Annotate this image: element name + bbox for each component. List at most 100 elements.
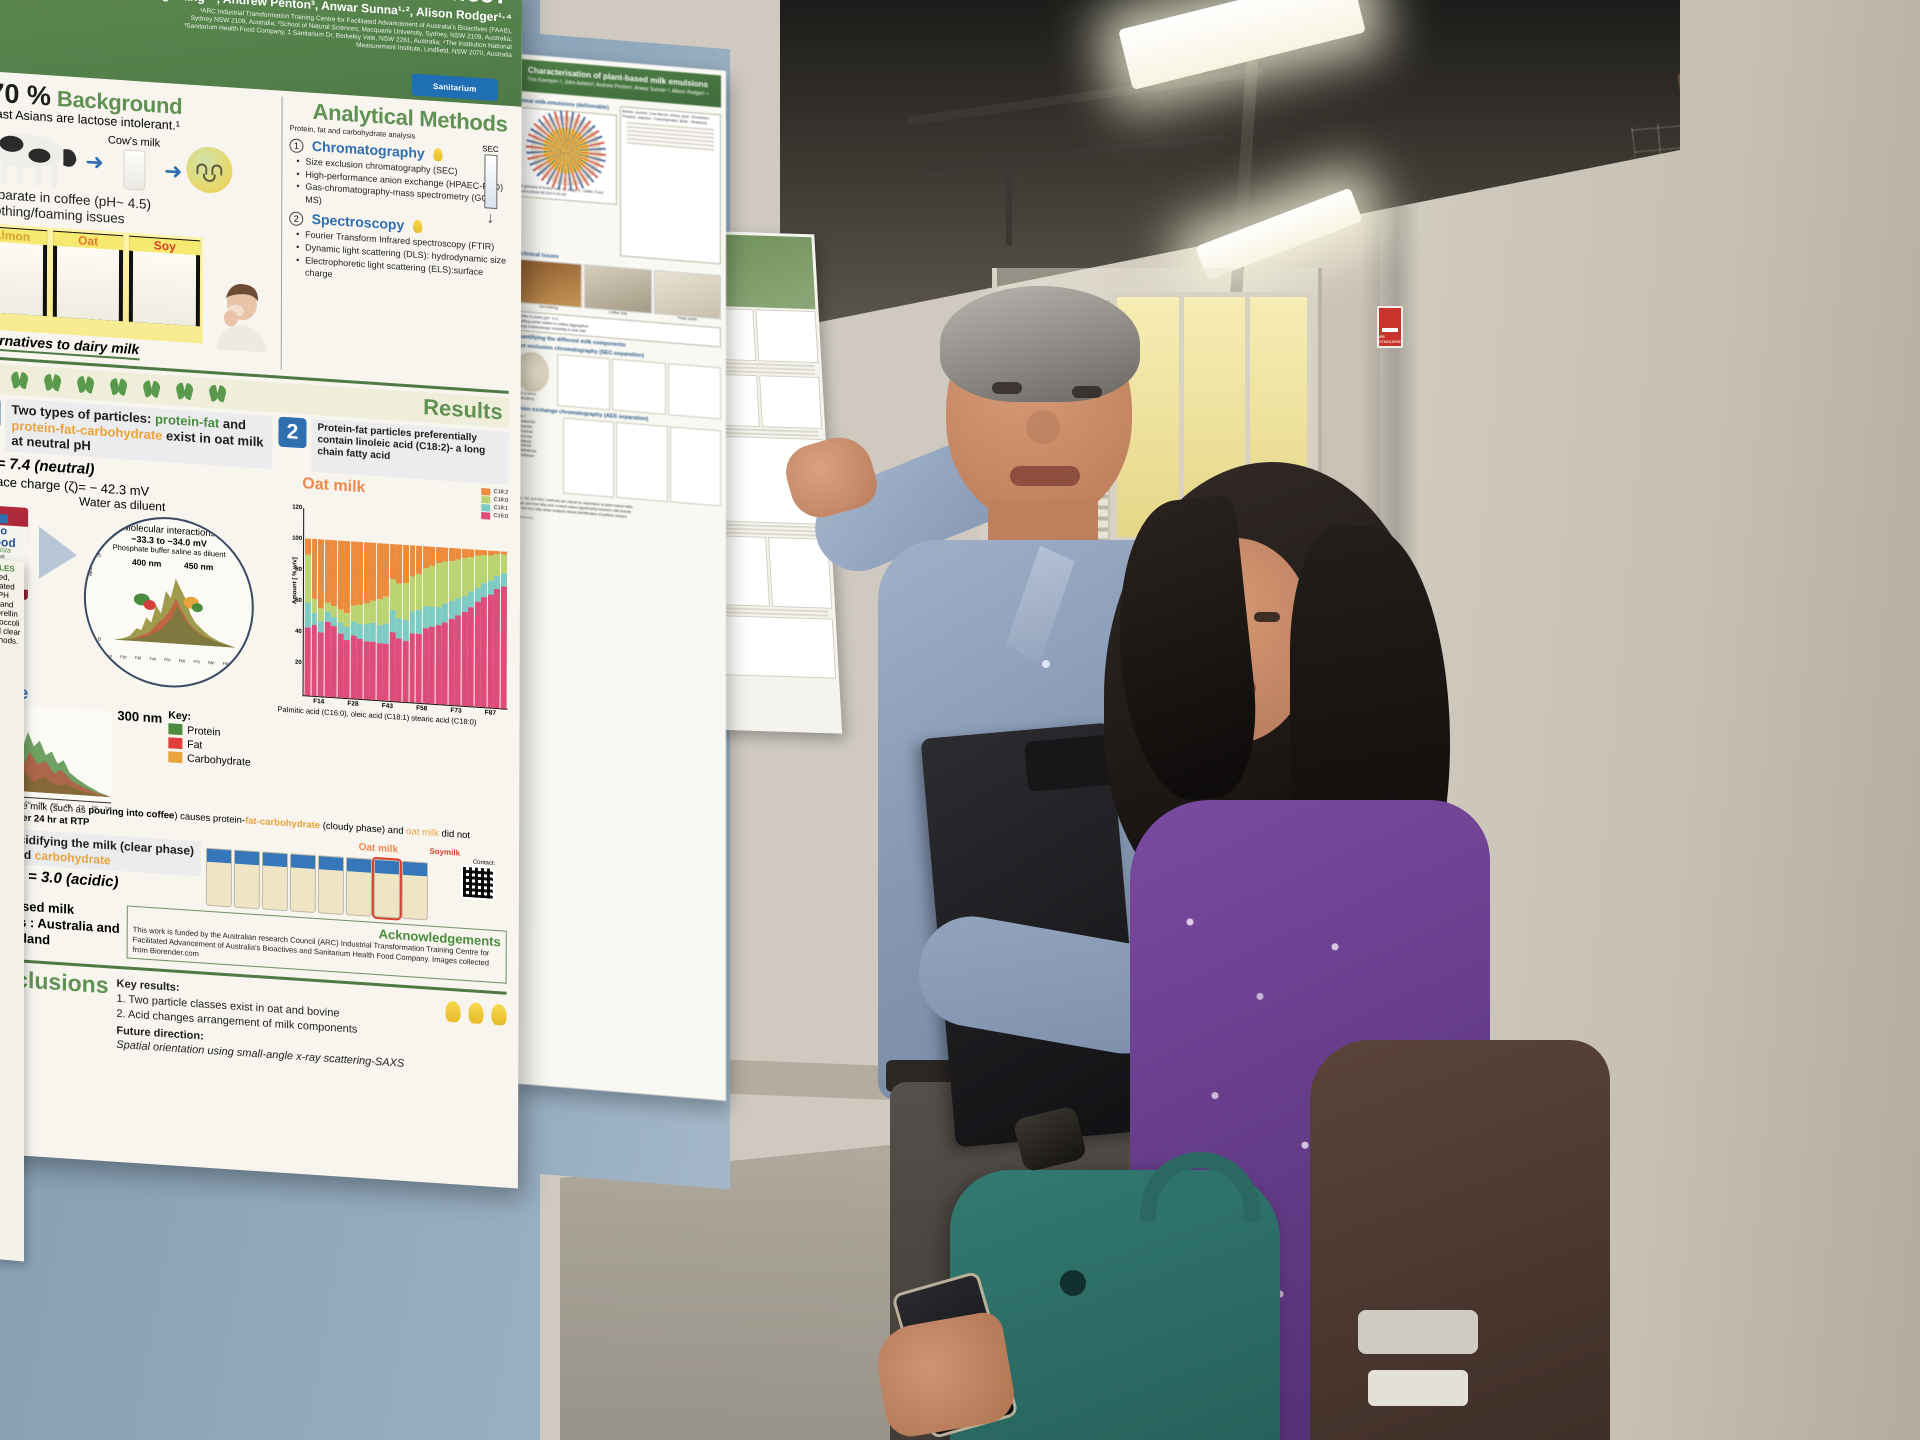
oat-bar-segment: [311, 538, 318, 599]
oat-bar: [317, 509, 325, 697]
oat-bar-segment: [435, 625, 442, 705]
coffee-photo: [515, 258, 583, 309]
arrow-right-icon: ➜: [85, 148, 104, 175]
contact-block[interactable]: Contact:: [460, 859, 507, 926]
oat-bar-segment: [304, 602, 311, 629]
oat-bar-segment: [416, 545, 423, 575]
oat-bar: [402, 515, 410, 702]
oat-bar-segment: [376, 543, 383, 600]
milk-glass-icon: [122, 149, 145, 191]
oat-bar-segment: [442, 603, 449, 624]
almond-glass: Almon: [0, 225, 47, 317]
oat-bar: [369, 512, 377, 700]
poster-main[interactable]: plant-based milk coffee? ng Wang¹·², And…: [0, 0, 523, 1189]
xtick-f73: F73: [450, 706, 462, 715]
oat-bar-segment: [370, 542, 377, 602]
f3-p4: (cloudy phase) and: [320, 820, 407, 837]
oat-bar-segment: [500, 573, 507, 587]
poster-far-cell: [755, 309, 819, 364]
key-label-fat: Fat: [187, 738, 203, 752]
oat-bar-segment: [305, 538, 312, 555]
oat-bar-segment: [343, 613, 350, 628]
almond-label: Almon: [0, 226, 47, 246]
woman-right-eye: [1254, 612, 1280, 622]
key-swatch-carb: [168, 751, 183, 764]
oat-bar-segment: [317, 631, 324, 697]
oat-bar-segment: [357, 623, 364, 640]
method-number-1: 1: [289, 138, 304, 153]
bovine-size-label: 300 nm: [117, 707, 163, 726]
qr-code-icon[interactable]: [460, 865, 496, 902]
finding-2-claim: Protein-fat particles preferentially con…: [311, 418, 509, 485]
oat-bar-segment: [356, 638, 363, 699]
oat-bar: [382, 513, 390, 701]
oat-bar: [415, 515, 423, 703]
poster2-globule-box: Fat globules of bovine milk: H. Singh, S…: [515, 106, 617, 205]
oat-bar-segment: [481, 554, 488, 584]
oat-bar-segment: [461, 558, 468, 597]
oat-bar-segment: [474, 587, 481, 602]
xtick-f87: F87: [484, 708, 496, 717]
xtick: F90: [105, 805, 112, 811]
oat-bar: [363, 512, 370, 700]
sprinkler-drop: [1006, 172, 1012, 246]
oat-bar-segment: [409, 633, 416, 703]
oat-bar-segment: [396, 618, 403, 639]
leaf-icon: [144, 381, 160, 400]
xtick: F58: [51, 802, 58, 807]
oat-bar: [350, 511, 357, 699]
ytick-60: 60: [295, 597, 302, 604]
oat-bar-segment: [402, 544, 410, 583]
oat-bar-segment: [429, 546, 436, 566]
poster-middle[interactable]: Characterisation of plant-based milk emu…: [510, 53, 726, 1101]
oat-bar-segment: [311, 598, 318, 613]
vial: [401, 861, 429, 921]
oat-bar-segment: [480, 597, 488, 708]
oat-bar-segment: [409, 545, 416, 578]
circle-ytick-bottom: 0.0: [93, 636, 101, 643]
poster2-milks-caption: Milks (Carrez clarification): [515, 390, 537, 402]
oat-bar-segment: [363, 623, 370, 642]
oat-bar: [461, 518, 468, 706]
poster-edge-left[interactable]: FILES ated, reated HPH ly and uerellin b…: [0, 558, 24, 1262]
chart-key: Key: Protein Fat Carbohydr: [168, 693, 251, 768]
xtick: F40: [149, 656, 156, 662]
xtick: F74: [78, 804, 85, 809]
poster2-emulsion-box: Bovine, porcine, Cow flavour, sheep, goa…: [619, 106, 721, 265]
oat-glass: Oat: [52, 230, 124, 322]
oat-bar-segment: [422, 568, 429, 607]
oat-bar-segment: [317, 608, 324, 622]
oat-milk-legend: C18:2 C18:0 C18:1 C16:0: [481, 487, 509, 521]
oat-bar: [304, 508, 312, 696]
sec-diagram-label: SEC: [482, 144, 499, 155]
oat-bar-segment: [428, 565, 436, 607]
oat-bar-segment: [435, 606, 442, 626]
oat-bar-segment: [389, 609, 396, 633]
oat-bar-segment: [428, 606, 435, 627]
oat-bar-segment: [455, 559, 462, 599]
oat-bar-segment: [389, 544, 396, 579]
legend-swatch-c160: [481, 511, 491, 520]
oat-bar-segment: [304, 554, 311, 603]
xtick: F82: [91, 804, 98, 810]
oat-bar-segment: [494, 554, 501, 577]
oat-bar: [467, 519, 475, 707]
leaf-icon: [111, 379, 127, 398]
oat-bar-segment: [376, 624, 383, 644]
oat-bar-segment: [363, 603, 370, 625]
circle-ytick-top: 2.5: [93, 552, 101, 559]
oat-bar-segment: [468, 557, 475, 592]
oat-bar-segment: [455, 598, 462, 617]
oat-bar-segment: [330, 605, 337, 618]
oat-bar: [500, 521, 507, 709]
xtick-f28: F28: [347, 699, 359, 708]
ytick-100: 100: [292, 535, 303, 542]
oat-bar-segment: [487, 594, 494, 708]
oat-bar-segment: [324, 611, 331, 622]
cow-icon: [0, 121, 81, 190]
oat-bar: [337, 510, 344, 698]
oat-bar-segment: [331, 540, 338, 607]
oat-bar-segment: [454, 615, 462, 706]
oat-bar-segment: [481, 582, 488, 598]
